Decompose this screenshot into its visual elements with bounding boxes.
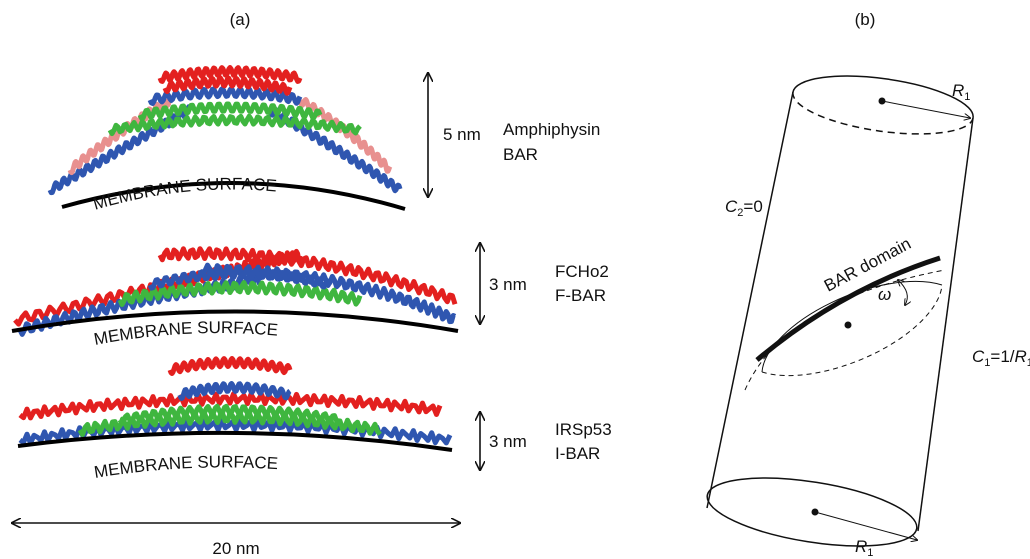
helix: [117, 403, 342, 427]
membrane-label-text: MEMBRANE SURFACE: [92, 318, 278, 349]
angle-arc: [898, 280, 907, 305]
subscript: 2: [737, 207, 743, 219]
helix: [157, 65, 303, 84]
protein-name: FCHo2: [555, 262, 609, 281]
section-back: [761, 284, 943, 377]
subscript: 1: [964, 91, 970, 103]
membrane: [17, 430, 453, 452]
radius-arrow: [814, 511, 917, 540]
symbol: R: [1015, 347, 1027, 366]
panel-label: (a): [230, 10, 251, 29]
height-label: 3 nm: [489, 275, 527, 294]
protein-name: Amphiphysin: [503, 120, 600, 139]
panel-label: (b): [855, 10, 876, 29]
membrane-label-text: MEMBRANE SURFACE: [91, 174, 278, 213]
center-dot: [811, 508, 819, 516]
protein-name: IRSp53: [555, 420, 612, 439]
center-dot: [844, 321, 852, 329]
radius-label: R1: [952, 81, 970, 103]
protein-domain: BAR: [503, 145, 538, 164]
equation: =0: [743, 197, 762, 216]
helix: [162, 75, 293, 96]
helix: [157, 246, 458, 305]
cylinder: [706, 75, 974, 547]
angle-label: ω: [878, 285, 891, 304]
membrane-label: MEMBRANE SURFACE: [91, 174, 278, 213]
helix: [137, 101, 323, 121]
height-label: 5 nm: [443, 125, 481, 144]
helix: [107, 113, 362, 137]
helix: [18, 391, 443, 421]
membrane: [61, 181, 406, 211]
bottom-ellipse: [706, 477, 918, 547]
symbol: R: [855, 537, 867, 556]
symbol: R: [952, 81, 964, 100]
helix: [147, 267, 333, 291]
side-line: [706, 91, 794, 509]
membrane-label: MEMBRANE SURFACE: [92, 318, 278, 349]
subscript: 1: [867, 547, 873, 559]
helix: [197, 262, 457, 325]
subscript: 1: [984, 357, 990, 369]
top-ellipse-back: [792, 91, 974, 135]
membrane-label: MEMBRANE SURFACE: [93, 452, 279, 482]
helix: [167, 356, 293, 376]
subscript: 1: [1027, 357, 1030, 369]
side-line: [917, 117, 974, 532]
radius-arrow: [881, 100, 970, 118]
helix: [177, 381, 292, 401]
bar-domain-line: [755, 255, 941, 362]
center-dot: [878, 97, 886, 105]
top-ellipse-front: [792, 75, 974, 119]
equation: =1/: [990, 347, 1014, 366]
height-label: 3 nm: [489, 432, 527, 451]
helix: [117, 280, 363, 307]
scale-label: 20 nm: [212, 539, 259, 558]
section-back: [744, 269, 946, 391]
curvature-label: C1=1/R1: [972, 347, 1030, 369]
radius-label: R1: [855, 537, 873, 559]
protein-domain: I-BAR: [555, 444, 600, 463]
protein-structures: [13, 65, 458, 446]
membrane: [11, 309, 459, 333]
curvature-label: C2=0: [725, 197, 763, 219]
symbol: C: [972, 347, 985, 366]
symbol: C: [725, 197, 738, 216]
protein-domain: F-BAR: [555, 286, 606, 305]
membrane-label-text: MEMBRANE SURFACE: [93, 452, 279, 482]
